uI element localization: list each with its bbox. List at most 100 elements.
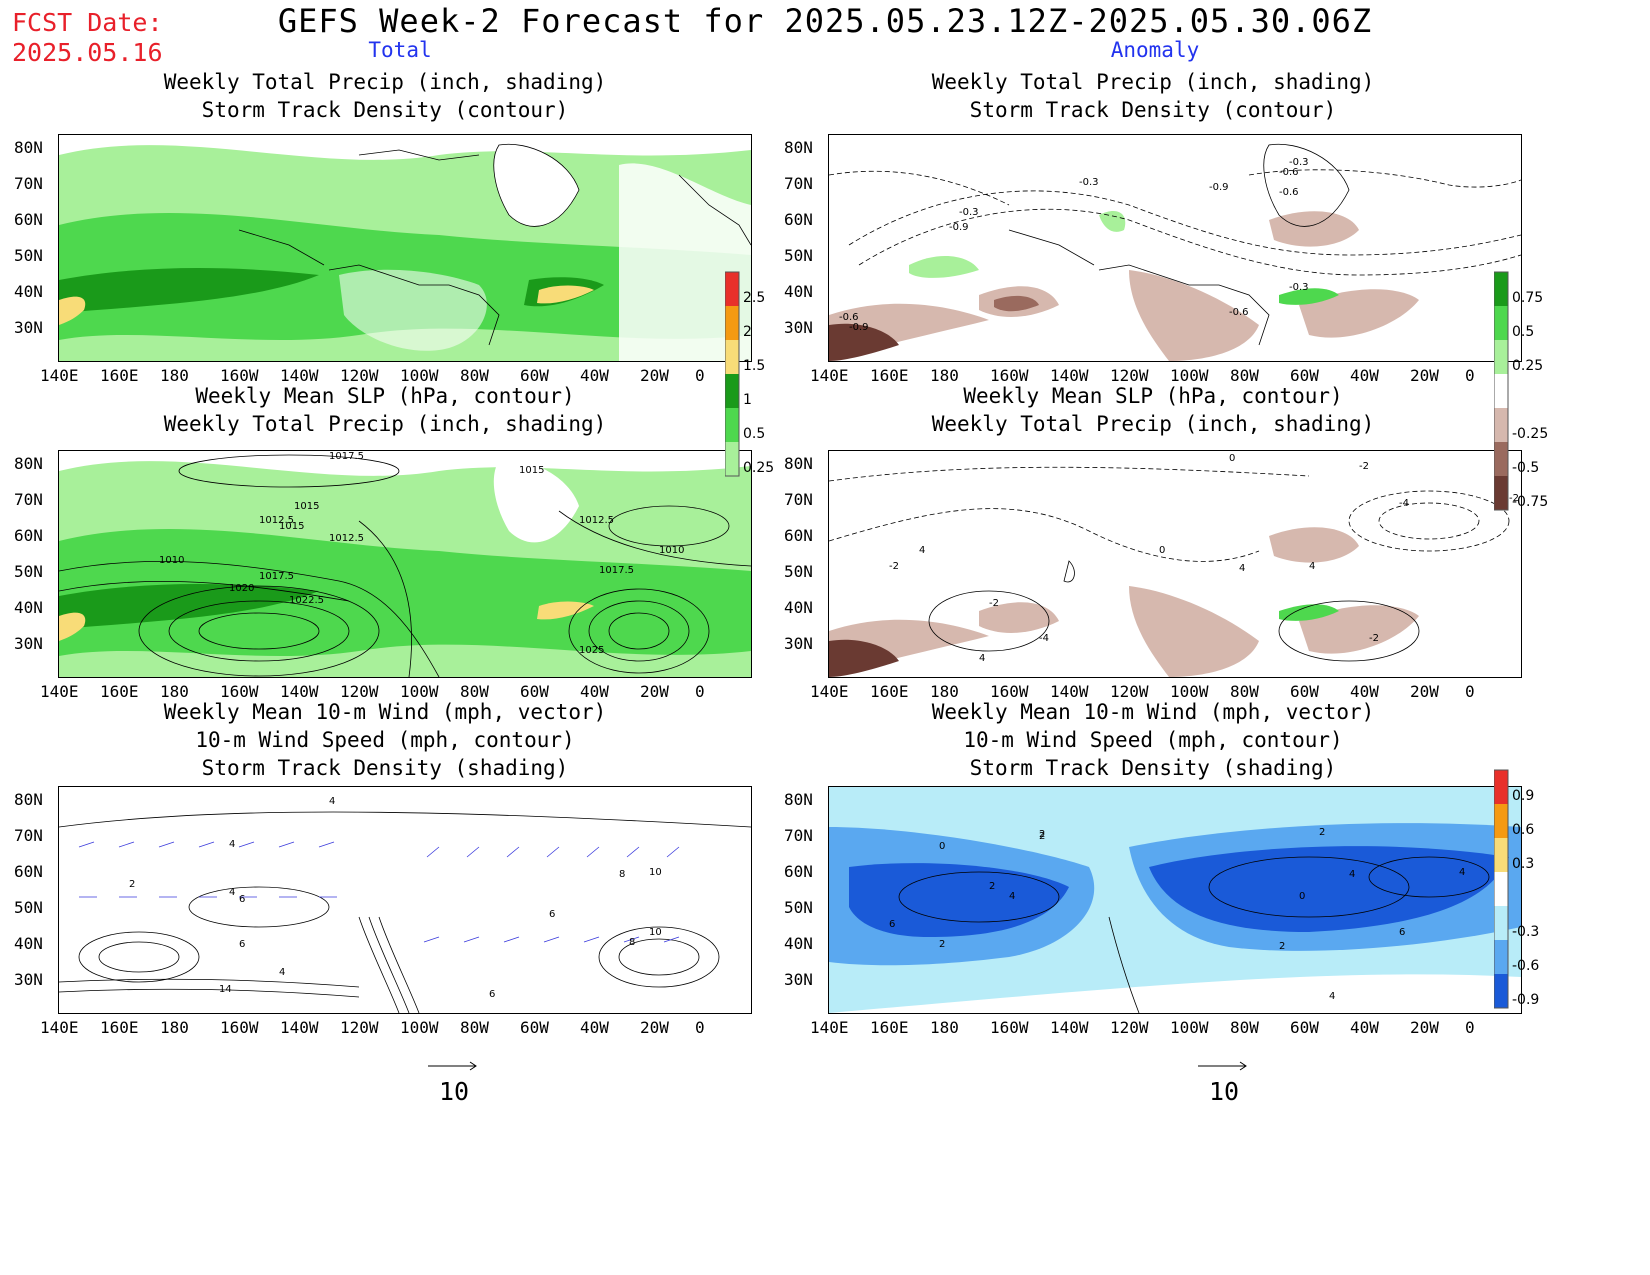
contour-label: 0 xyxy=(1159,545,1165,556)
lon-tick-label: 80W xyxy=(1230,366,1259,385)
lat-tick-label: 50N xyxy=(14,246,43,265)
lon-tick-label: 0 xyxy=(1465,1018,1475,1037)
colorbar-segment xyxy=(1494,272,1508,306)
lon-tick-label: 180 xyxy=(160,682,189,701)
lat-tick-label: 60N xyxy=(784,210,813,229)
colorbar-segment xyxy=(725,340,739,374)
colorbar-label: -0.5 xyxy=(1512,460,1539,476)
lon-tick-label: 140W xyxy=(280,1018,319,1037)
contour-label: -4 xyxy=(1399,498,1409,509)
contour-label: -2 xyxy=(989,598,999,609)
colorbar-total-precip: 2.5 2 1.5 1 0.5 0.25 xyxy=(724,262,785,546)
colorbar-label: 2.5 xyxy=(743,290,765,306)
contour-label: 1012.5 xyxy=(259,515,294,526)
colorbar-segment xyxy=(1494,804,1508,838)
contour-label: 6 xyxy=(239,894,245,905)
contour-label: -0.6 xyxy=(1279,187,1299,198)
vector-scale-right-label: 10 xyxy=(1208,1077,1240,1106)
lon-tick-label: 20W xyxy=(1410,366,1439,385)
lon-tick-label: 120W xyxy=(340,366,379,385)
lat-tick-label: 30N xyxy=(14,318,43,337)
colorbar-label: 0.5 xyxy=(743,426,765,442)
vector-scale-right: 10 xyxy=(1196,1058,1256,1106)
lat-tick-label: 40N xyxy=(14,598,43,617)
contour-label: 0 xyxy=(1229,453,1235,464)
map-total-wind: 4 4 2 4 6 6 4 8 10 8 10 6 6 14 xyxy=(58,786,752,1014)
lon-tick-label: 0 xyxy=(695,682,705,701)
colorbar-label: 2 xyxy=(743,324,752,340)
lon-tick-label: 20W xyxy=(1410,682,1439,701)
panel-title-line: Storm Track Density (shading) xyxy=(201,756,569,780)
contour-label: 1017.5 xyxy=(259,571,294,582)
panel-title-line: 10-m Wind Speed (mph, contour) xyxy=(963,728,1343,752)
contour-label: 4 xyxy=(1329,991,1335,1002)
lon-tick-label: 140W xyxy=(1050,682,1089,701)
map-total-slp: 1017.5 1015 1015 1012.5 1015 1012.5 1012.5 1010… xyxy=(58,450,752,678)
lat-tick-label: 60N xyxy=(784,526,813,545)
colorbar-label: 1.5 xyxy=(743,358,765,374)
colorbar-label: 1 xyxy=(743,392,752,408)
lon-tick-label: 0 xyxy=(695,366,705,385)
lon-tick-label: 180 xyxy=(930,366,959,385)
lon-tick-label: 0 xyxy=(1465,682,1475,701)
contour-label: 6 xyxy=(239,939,245,950)
lat-tick-label: 50N xyxy=(784,562,813,581)
colorbar-label: 0.25 xyxy=(1512,358,1543,374)
map-anomaly-precip: -0.3 -0.6 -0.9 -0.3 -0.6 -0.9 -0.3 -0.6 -0.9 -0.6… xyxy=(828,134,1522,362)
lon-tick-label: 160E xyxy=(100,366,139,385)
contour-label: -0.9 xyxy=(949,222,969,233)
colorbar-segment xyxy=(1494,374,1508,408)
vector-scale-left-label: 10 xyxy=(438,1077,470,1106)
lon-tick-label: 100W xyxy=(1170,682,1209,701)
lat-tick-label: 70N xyxy=(14,490,43,509)
lon-tick-label: 80W xyxy=(460,366,489,385)
map-anomaly-slp: 0 -2 -4 4 -2 0 4 -2 -4 4 -2 4 -2 xyxy=(828,450,1522,678)
lat-tick-label: 80N xyxy=(784,454,813,473)
lat-tick-label: 30N xyxy=(784,318,813,337)
lon-tick-label: 40W xyxy=(1350,1018,1379,1037)
panel-title-line: Storm Track Density (contour) xyxy=(969,98,1337,122)
contour-label: -0.3 xyxy=(1289,157,1309,168)
lat-tick-label: 40N xyxy=(784,598,813,617)
forecast-date-label: FCST Date: xyxy=(12,8,163,37)
lon-tick-label: 100W xyxy=(1170,1018,1209,1037)
lat-tick-label: 50N xyxy=(14,562,43,581)
colorbar-label: -0.75 xyxy=(1512,494,1548,510)
contour-label: 0 xyxy=(939,841,945,852)
colorbar-segment xyxy=(1494,770,1508,804)
contour-label: 4 xyxy=(1349,869,1355,880)
colorbar-label: 0.25 xyxy=(743,460,774,476)
contour-label: 1017.5 xyxy=(599,565,634,576)
colorbar-label: 0.3 xyxy=(1512,856,1534,872)
lon-tick-label: 120W xyxy=(340,682,379,701)
colorbar-segment xyxy=(1494,408,1508,442)
lon-tick-label: 120W xyxy=(1110,682,1149,701)
contour-label: -0.6 xyxy=(1229,307,1249,318)
colorbar-label: -0.3 xyxy=(1512,924,1539,940)
lon-tick-label: 80W xyxy=(460,1018,489,1037)
lon-tick-label: 60W xyxy=(520,1018,549,1037)
lon-tick-label: 160W xyxy=(990,1018,1029,1037)
contour-label: 2 xyxy=(1319,827,1325,838)
colorbar-segment xyxy=(725,272,739,306)
colorbar-segment xyxy=(1494,872,1508,906)
lon-tick-label: 140W xyxy=(1050,366,1089,385)
colorbar-segment xyxy=(1494,306,1508,340)
colorbar-segment xyxy=(725,442,739,476)
colorbar-frame xyxy=(1493,769,1509,1009)
contour-label: 1015 xyxy=(519,465,544,476)
contour-label: 4 xyxy=(1009,891,1015,902)
contour-label: 1017.5 xyxy=(329,451,364,462)
lat-tick-label: 40N xyxy=(784,282,813,301)
contour-label: 6 xyxy=(549,909,555,920)
colorbar-frame xyxy=(1493,271,1509,511)
contour-label: 6 xyxy=(489,989,495,1000)
contour-label: 10 xyxy=(649,927,662,938)
lon-tick-label: 40W xyxy=(1350,682,1379,701)
contour-label: 14 xyxy=(219,984,232,995)
contour-label: 0 xyxy=(1299,891,1305,902)
lat-tick-label: 70N xyxy=(784,826,813,845)
colorbar-storm-track: 0.9 0.6 0.3 -0.3 -0.6 -0.9 xyxy=(1493,760,1564,1044)
lon-tick-label: 100W xyxy=(400,366,439,385)
lon-tick-label: 160E xyxy=(100,1018,139,1037)
